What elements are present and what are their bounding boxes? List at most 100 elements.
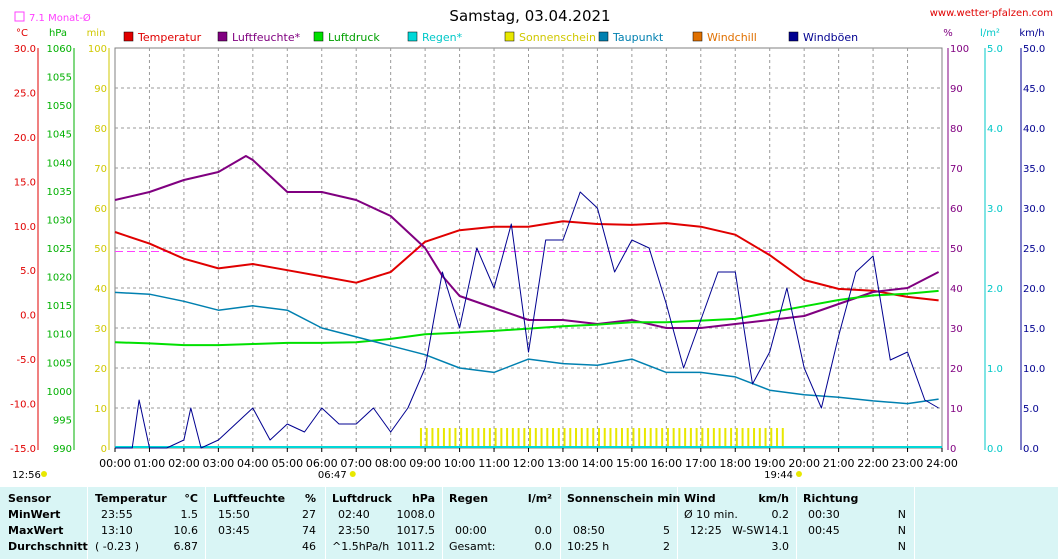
source-link[interactable]: www.wetter-pfalzen.com [930,8,1053,19]
sunshine-bar [626,428,629,448]
header-temp: Temperatur [95,492,167,505]
rain-unit-label: l/m² [980,28,1000,39]
wind-unit-label: km/h [1019,28,1044,39]
wind-tick-label: 50.0 [1023,44,1045,55]
sunshine-bar [511,428,514,448]
temperature-tick-label: 20.0 [14,133,36,144]
sunshine-bar [776,428,779,448]
humidity-tick-label: 60 [950,204,963,215]
pressure-tick-label: 1015 [47,301,72,312]
rain-tick-label: 5.0 [987,44,1003,55]
rain-tick-label: 1.0 [987,364,1003,375]
humidity-tick-label: 20 [950,364,963,375]
legend-swatch [692,31,703,42]
x-tick-label: 14:00 [582,457,614,470]
x-tick-label: 08:00 [375,457,407,470]
x-tick-label: 15:00 [616,457,648,470]
summary-row-max: MaxWert 13:10 10.6 03:45 74 23:50 1017.5… [0,523,1058,539]
hum-time: 03:45 [218,524,250,537]
sun-time: 08:50 [573,524,605,537]
sunshine-bar [569,428,572,448]
sunshine-bars [419,428,784,448]
current-time-label: 12:56 [12,470,41,481]
press-trend: ^1.5hPa/h [332,540,390,553]
sunshine-bar [494,428,497,448]
legend: Temperatur Luftfeuchte* Luftdruck Regen* Son… [123,31,858,44]
x-tick-label: 18:00 [719,457,751,470]
press-time: 02:40 [338,508,370,521]
pressure-tick-label: 995 [53,415,72,426]
humidity-line [114,155,940,329]
sunshine-bar [764,428,767,448]
sunshine-bar [500,428,503,448]
sunshine-tick-label: 30 [94,324,107,335]
pressure-tick-label: 1050 [47,101,72,112]
sunshine-bar [465,428,468,448]
x-tick-label: 03:00 [203,457,235,470]
sun-value: 5 [663,524,670,537]
sunshine-bar [488,428,491,448]
sunshine-bar [552,428,555,448]
temp-time: 13:10 [101,524,133,537]
sunshine-bar [730,428,733,448]
x-tick-label: 23:00 [892,457,924,470]
x-tick-label: 02:00 [168,457,200,470]
sunshine-bar [477,428,480,448]
row-label: Durchschnitt [8,540,88,553]
sunshine-bar [707,428,710,448]
sunshine-tick-label: 80 [94,124,107,135]
x-tick-label: 24:00 [926,457,958,470]
legend-swatch [598,31,609,42]
x-tick-label: 10:00 [444,457,476,470]
x-tick-label: 16:00 [650,457,682,470]
pressure-tick-label: 1055 [47,73,72,84]
x-tick-label: 09:00 [409,457,441,470]
x-tick-label: 19:00 [754,457,786,470]
wind-tick-label: 15.0 [1023,324,1045,335]
sunshine-bar [471,428,474,448]
sunshine-bar [529,428,532,448]
temperature-tick-label: 30.0 [14,44,36,55]
humidity-tick-label: 50 [950,244,963,255]
sunshine-bar [661,428,664,448]
sun-value: 2 [663,540,670,553]
legend-label: Luftfeuchte* [232,31,301,44]
chart-title: Samstag, 03.04.2021 [449,7,610,25]
dewpoint-line [114,291,939,405]
pressure-tick-label: 1030 [47,215,72,226]
wind-value: 14.1 [764,524,790,537]
legend-swatch [313,31,324,42]
sunshine-bar [534,428,537,448]
sunshine-bar [753,428,756,448]
humidity-tick-label: 10 [950,404,963,415]
x-tick-label: 07:00 [340,457,372,470]
pressure-tick-label: 1060 [47,44,72,55]
wind-time: Ø 10 min. [684,508,738,521]
weather-chart: Samstag, 03.04.2021 www.wetter-pfalzen.c… [10,7,1053,481]
sunshine-bar [609,428,612,448]
sunshine-bar [655,428,658,448]
pressure-unit-label: hPa [49,28,67,39]
sunshine-bar [781,428,784,448]
header-temp-unit: °C [184,492,198,505]
sunrise-icon [349,471,356,477]
wind-tick-label: 0.0 [1023,444,1039,455]
dir-value: N [897,508,906,521]
pressure-tick-label: 1035 [47,187,72,198]
sunshine-bar [718,428,721,448]
hum-value: 74 [302,524,316,537]
sunshine-bar [689,428,692,448]
humidity-unit-label: % [943,28,953,39]
rain-value: 0.0 [534,540,553,553]
temp-time: ( -0.23 ) [95,540,140,553]
pressure-tick-label: 1005 [47,358,72,369]
rain-tick-label: 3.0 [987,204,1003,215]
sunshine-bar [741,428,744,448]
temperature-tick-label: 10.0 [14,222,36,233]
summary-table: Sensor Temperatur °C Luftfeuchte % Luftd… [0,487,1058,559]
sunshine-tick-label: 50 [94,244,107,255]
gusts-line [115,191,939,449]
legend-label: Luftdruck [328,31,380,44]
sunshine-bar [701,428,704,448]
legend-swatch [504,31,515,42]
